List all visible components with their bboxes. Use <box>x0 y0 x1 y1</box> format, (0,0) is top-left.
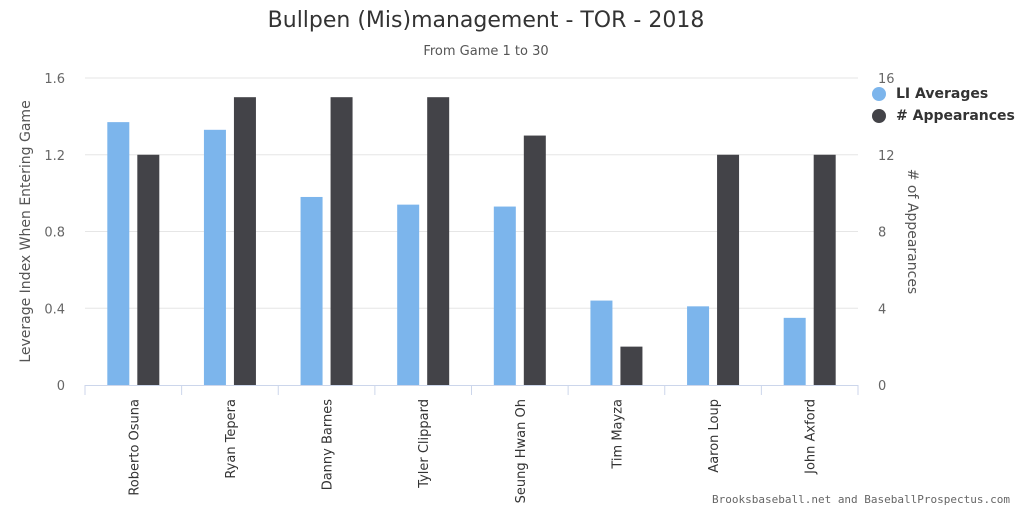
bar-li-average <box>590 300 613 385</box>
bar-appearances <box>233 97 256 385</box>
x-category-label: Aaron Loup <box>707 399 722 473</box>
x-category-label: Tim Mayza <box>610 399 625 470</box>
chart-title: Bullpen (Mis)management - TOR - 2018 <box>267 8 705 33</box>
x-category-label: Danny Barnes <box>321 399 336 491</box>
bar-li-average <box>783 317 806 385</box>
credit-text: Brooksbaseball.net and BaseballProspectu… <box>711 493 1010 506</box>
y-right-tick-label: 16 <box>878 72 895 87</box>
bar-appearances <box>330 97 353 385</box>
y-right-tick-label: 0 <box>878 379 886 394</box>
bar-appearances <box>620 346 643 385</box>
legend-item-appearances[interactable]: # Appearances <box>872 106 1015 126</box>
bar-appearances <box>427 97 450 385</box>
bar-appearances <box>717 154 740 385</box>
y-left-tick-label: 0.8 <box>44 226 65 241</box>
bar-li-average <box>300 196 323 385</box>
bar-li-average <box>107 122 130 385</box>
legend-label-li-averages: LI Averages <box>896 86 989 102</box>
x-category-label: Roberto Osuna <box>127 399 142 496</box>
x-category-label: John Axford <box>804 399 819 475</box>
y-left-tick-label: 0 <box>57 379 65 394</box>
y-left-axis-title: Leverage Index When Entering Game <box>18 100 34 362</box>
y-right-tick-label: 12 <box>878 149 895 164</box>
y-right-axis-title: # of Appearances <box>904 169 920 294</box>
y-right-tick-label: 8 <box>878 226 886 241</box>
legend-label-appearances: # Appearances <box>896 108 1015 124</box>
y-left-tick-label: 0.4 <box>44 302 65 317</box>
x-category-label: Tyler Clippard <box>417 399 432 489</box>
bar-appearances <box>523 135 546 385</box>
bar-li-average <box>203 129 226 385</box>
chart-subtitle: From Game 1 to 30 <box>423 44 549 59</box>
legend-item-li-averages[interactable]: LI Averages <box>872 84 1015 104</box>
bar-appearances <box>813 154 836 385</box>
bar-appearances <box>137 154 160 385</box>
bar-li-average <box>397 204 420 385</box>
chart-legend: LI Averages # Appearances <box>872 84 1015 128</box>
legend-swatch-appearances <box>872 109 886 123</box>
legend-swatch-li-averages <box>872 87 886 101</box>
bar-li-average <box>687 306 710 385</box>
y-left-tick-label: 1.2 <box>44 149 65 164</box>
y-left-tick-label: 1.6 <box>44 72 65 87</box>
bar-li-average <box>493 206 516 385</box>
x-category-label: Seung Hwan Oh <box>514 399 529 503</box>
x-category-label: Ryan Tepera <box>224 399 239 479</box>
y-right-tick-label: 4 <box>878 302 886 317</box>
